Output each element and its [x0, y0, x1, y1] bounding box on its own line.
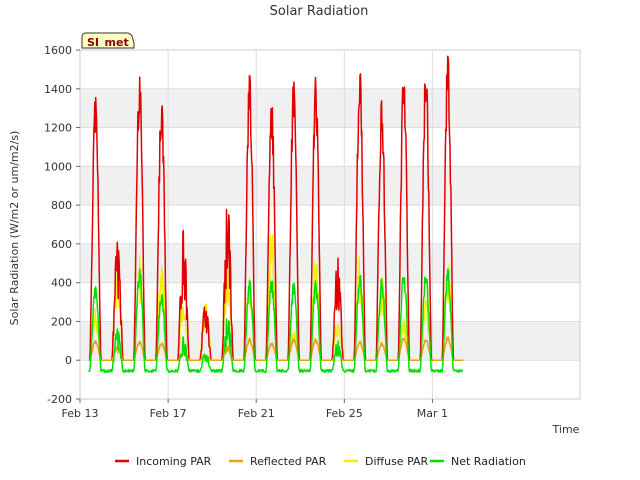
plot-background: [80, 50, 580, 399]
legend-item-diffuse-par: Diffuse PAR: [344, 455, 429, 468]
legend-label: Incoming PAR: [136, 455, 212, 468]
legend-item-net-radiation: Net Radiation: [430, 455, 526, 468]
plot-band: [80, 166, 580, 206]
legend-item-reflected-par: Reflected PAR: [229, 455, 327, 468]
y-axis-ticks: -200 0 200 400 600 800 1000 1200 1400 1600: [44, 44, 80, 406]
plot-band: [80, 88, 580, 128]
y-tick-label: 1200: [44, 122, 72, 135]
site-badge-label: SI_met: [87, 36, 129, 49]
x-tick-label: Mar 1: [417, 407, 448, 420]
series-line-net-radiation: [88, 268, 464, 374]
legend-label: Reflected PAR: [250, 455, 327, 468]
x-tick-label: Feb 13: [62, 407, 99, 420]
y-tick-label: 1600: [44, 44, 72, 57]
legend-item-incoming-par: Incoming PAR: [115, 455, 212, 468]
series-layer: [88, 55, 464, 374]
plot-band: [80, 243, 580, 283]
y-tick-label: 200: [51, 315, 72, 328]
y-tick-label: 1000: [44, 160, 72, 173]
site-badge-box: [81, 32, 135, 49]
y-tick-label: -200: [47, 393, 72, 406]
chart-title: Solar Radiation: [270, 4, 369, 19]
x-axis-ticks: Feb 13 Feb 17 Feb 21 Feb 25 Mar 1: [62, 399, 448, 420]
legend-label: Net Radiation: [451, 455, 526, 468]
site-badge: SI_met: [81, 32, 135, 49]
x-tick-label: Feb 25: [326, 407, 363, 420]
plot-band: [80, 321, 580, 361]
y-tick-label: 1400: [44, 83, 72, 96]
y-tick-label: 600: [51, 238, 72, 251]
y-tick-label: 800: [51, 199, 72, 212]
y-tick-label: 0: [65, 354, 72, 367]
axes: [79, 49, 581, 400]
y-axis-label: Solar Radiation (W/m2 or um/m2/s): [8, 131, 21, 326]
legend-label: Diffuse PAR: [365, 455, 429, 468]
x-tick-label: Feb 17: [150, 407, 187, 420]
x-tick-label: Feb 21: [238, 407, 275, 420]
y-tick-label: 400: [51, 277, 72, 290]
x-axis-label: Time: [552, 423, 580, 436]
legend: Incoming PAR Reflected PAR Diffuse PAR Net …: [115, 455, 526, 468]
plot-frame: [79, 49, 581, 400]
